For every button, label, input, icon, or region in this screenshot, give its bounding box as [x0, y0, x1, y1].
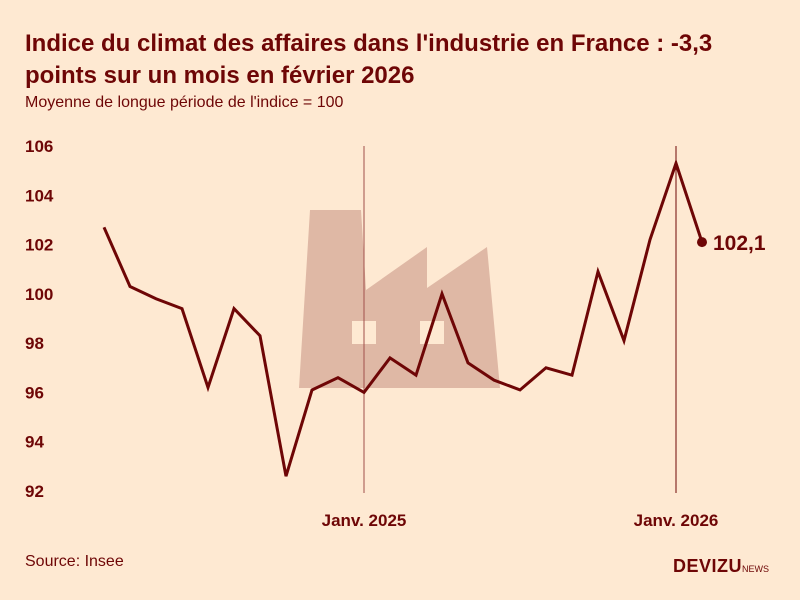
y-tick-label: 104 [25, 186, 54, 205]
y-tick-label: 98 [25, 334, 44, 353]
factory-icon [299, 210, 500, 388]
x-tick-label: Janv. 2026 [634, 511, 719, 530]
data-point [697, 237, 707, 248]
y-tick-label: 94 [25, 433, 44, 452]
last-value-label: 102,1 [713, 232, 766, 255]
devizu-logo: DEVIZUNEWS [673, 556, 769, 577]
logo-main: DEVIZU [673, 556, 743, 576]
y-tick-label: 102 [25, 236, 53, 255]
series-line [102, 158, 704, 477]
logo-suffix: NEWS [742, 564, 770, 574]
source-note: Source: Insee [25, 553, 124, 570]
chart-subtitle: Moyenne de longue période de l'indice = … [25, 94, 344, 111]
y-tick-label: 92 [25, 482, 44, 501]
y-tick-label: 96 [25, 383, 44, 402]
y-tick-label: 106 [25, 137, 53, 156]
x-tick-label: Janv. 2025 [322, 511, 407, 530]
chart-title: Indice du climat des affaires dans l'ind… [25, 30, 713, 89]
y-tick-label: 100 [25, 285, 53, 304]
